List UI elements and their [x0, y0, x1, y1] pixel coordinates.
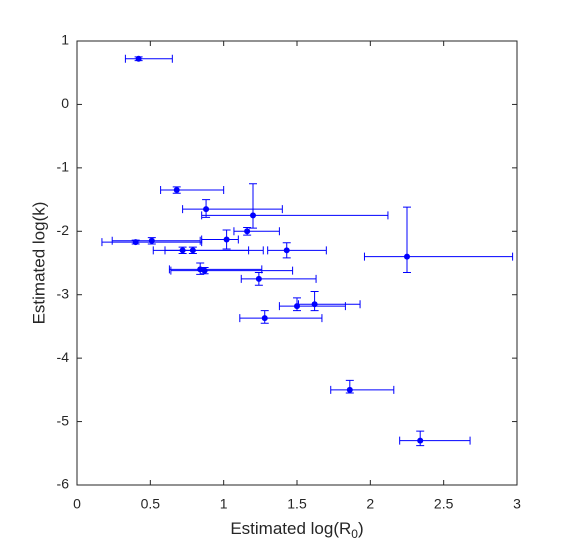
- x-error-bar: [182, 205, 283, 214]
- y-error-bar: [249, 183, 257, 229]
- x-error-bar: [168, 265, 263, 274]
- y-error-bar: [310, 291, 319, 312]
- point: [311, 301, 318, 308]
- point: [346, 386, 353, 393]
- x-error-bar: [201, 211, 389, 220]
- y-tick-label: -4: [57, 349, 70, 365]
- x-error-bar: [233, 227, 280, 236]
- point: [135, 55, 142, 62]
- y-tick-label: 0: [61, 95, 69, 111]
- plot-box: [76, 40, 518, 486]
- point: [255, 275, 262, 282]
- y-tick-label: -5: [57, 412, 70, 428]
- x-error-bar: [124, 54, 173, 63]
- x-axis-label: Estimated log(R0): [230, 519, 363, 541]
- x-tick-label: 0: [73, 496, 81, 512]
- x-error-bar: [363, 252, 514, 261]
- point: [132, 239, 139, 246]
- point: [203, 206, 210, 213]
- y-tick-label: -3: [57, 285, 70, 301]
- x-error-bar: [239, 314, 323, 323]
- point: [189, 247, 196, 254]
- x-tick-label: 0.5: [141, 496, 161, 512]
- x-error-bar: [240, 274, 317, 283]
- x-tick-label: 2.5: [434, 496, 454, 512]
- x-tick-label: 1.5: [287, 496, 307, 512]
- y-tick-label: -1: [57, 159, 70, 175]
- point: [417, 437, 424, 444]
- x-error-bar: [399, 436, 471, 445]
- point: [244, 228, 251, 235]
- x-tick-label: 2: [366, 496, 374, 512]
- x-error-bar: [164, 246, 264, 255]
- x-error-bar: [170, 266, 294, 275]
- x-error-bar: [330, 385, 395, 394]
- point: [404, 253, 410, 260]
- y-tick-label: 1: [61, 32, 69, 48]
- y-tick-label: -6: [57, 476, 70, 492]
- point: [250, 212, 256, 219]
- y-tick-label: -2: [57, 222, 70, 238]
- point: [223, 236, 230, 243]
- x-tick-label: 1: [220, 496, 228, 512]
- x-error-bar: [267, 246, 327, 255]
- y-axis-label: Estimated log(k): [29, 202, 48, 325]
- x-error-bar: [160, 186, 225, 195]
- point: [148, 237, 155, 244]
- x-error-bar: [201, 235, 239, 244]
- x-tick-label: 3: [513, 496, 521, 512]
- x-error-bar: [111, 236, 201, 245]
- point: [283, 247, 290, 254]
- y-error-bar: [403, 206, 411, 274]
- x-error-bar: [297, 300, 361, 309]
- point: [173, 187, 180, 194]
- point: [261, 315, 268, 322]
- point: [201, 267, 208, 274]
